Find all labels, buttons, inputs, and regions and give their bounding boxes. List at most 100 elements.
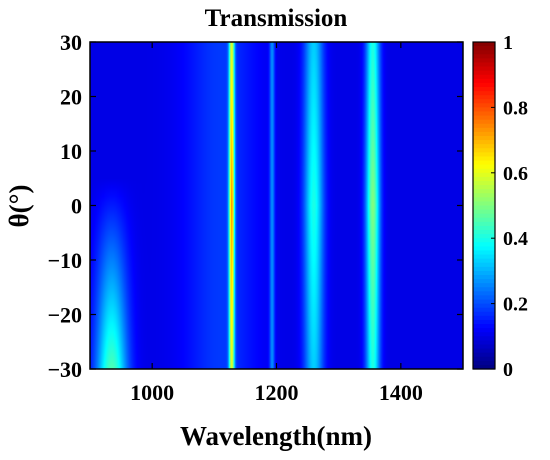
heatmap-column <box>194 42 196 369</box>
heatmap-column <box>247 42 249 369</box>
colorbar-cell <box>473 250 495 256</box>
heatmap-column <box>394 42 396 369</box>
colorbar-cell <box>473 189 495 194</box>
colorbar-cell <box>473 262 495 268</box>
heatmap-column <box>268 42 270 369</box>
heatmap-column <box>355 42 357 369</box>
colorbar-cell <box>473 156 495 162</box>
heatmap-column <box>188 42 190 369</box>
heatmap-column <box>201 42 203 369</box>
heatmap-column <box>299 42 301 369</box>
heatmap-column <box>444 42 446 369</box>
heatmap-column <box>260 42 262 369</box>
heatmap-column <box>296 42 298 369</box>
heatmap-column <box>226 42 228 369</box>
colorbar-cell <box>473 111 495 117</box>
heatmap-column <box>314 42 316 369</box>
heatmap-column <box>384 42 386 369</box>
heatmap-column <box>439 42 441 369</box>
heatmap-column <box>232 42 234 369</box>
heatmap-column <box>164 42 166 369</box>
colorbar-cell <box>473 58 495 64</box>
colorbar-cell <box>473 176 495 182</box>
heatmap-column <box>357 42 359 369</box>
heatmap-column <box>368 42 370 369</box>
heatmap-column <box>167 42 169 369</box>
heatmap-column <box>374 42 376 369</box>
heatmap-column <box>158 42 160 369</box>
heatmap-column <box>139 42 141 369</box>
colorbar-cell <box>473 148 495 153</box>
colorbar-cell <box>473 82 495 88</box>
heatmap-column <box>311 42 313 369</box>
heatmap-column <box>428 42 430 369</box>
heatmap-column <box>445 42 447 369</box>
heatmap-column <box>358 42 360 369</box>
heatmap-column <box>191 42 193 369</box>
heatmap-column <box>114 42 116 369</box>
colorbar-cell <box>473 319 495 325</box>
heatmap-column <box>411 42 413 369</box>
heatmap-column <box>409 42 411 369</box>
colorbar-cell <box>473 119 495 125</box>
heatmap-column <box>166 42 168 369</box>
heatmap-column <box>273 42 275 369</box>
heatmap-column <box>382 42 384 369</box>
heatmap-column <box>387 42 389 369</box>
heatmap-column <box>144 42 146 369</box>
colorbar-cell <box>473 115 495 121</box>
heatmap-column <box>243 42 245 369</box>
heatmap-column <box>258 42 260 369</box>
heatmap-column <box>141 42 143 369</box>
y-tick-label: 0 <box>71 194 82 219</box>
heatmap-column <box>252 42 254 369</box>
colorbar-cell <box>473 332 495 337</box>
heatmap-column <box>126 42 128 369</box>
heatmap-column <box>187 42 189 369</box>
heatmap-column <box>310 42 312 369</box>
heatmap-column <box>304 42 306 369</box>
heatmap-column <box>210 42 212 369</box>
colorbar-cell <box>473 164 495 170</box>
heatmap-column <box>344 42 346 369</box>
heatmap-column <box>417 42 419 369</box>
heatmap-column <box>318 42 320 369</box>
heatmap-column <box>455 42 457 369</box>
heatmap-column <box>365 42 367 369</box>
heatmap-column <box>213 42 215 369</box>
colorbar-cell <box>473 242 495 247</box>
colorbar-cell <box>473 258 495 264</box>
heatmap-column <box>274 42 276 369</box>
heatmap-column <box>124 42 126 369</box>
colorbar-cell <box>473 86 495 92</box>
y-tick-label: 20 <box>60 85 82 110</box>
colorbar-cell <box>473 348 495 354</box>
heatmap-column <box>159 42 161 369</box>
heatmap-column <box>255 42 257 369</box>
heatmap-column <box>351 42 353 369</box>
colorbar-ticks: 1 0.8 0.6 0.4 0.2 0 <box>491 32 528 381</box>
heatmap-column <box>453 42 455 369</box>
heatmap-column <box>333 42 335 369</box>
heatmap-column <box>160 42 162 369</box>
heatmap-column <box>350 42 352 369</box>
heatmap-column <box>421 42 423 369</box>
heatmap-column <box>386 42 388 369</box>
heatmap-column <box>222 42 224 369</box>
heatmap-column <box>229 42 231 369</box>
heatmap-column <box>316 42 318 369</box>
heatmap-column <box>238 42 240 369</box>
heatmap-column <box>101 42 103 369</box>
heatmap-column <box>239 42 241 369</box>
colorbar-cell <box>473 95 495 100</box>
heatmap-column <box>192 42 194 369</box>
heatmap-column <box>216 42 218 369</box>
heatmap-column <box>117 42 119 369</box>
heatmap-column <box>335 42 337 369</box>
heatmap-column <box>142 42 144 369</box>
heatmap-column <box>249 42 251 369</box>
heatmap-column <box>169 42 171 369</box>
heatmap-column <box>305 42 307 369</box>
heatmap-column <box>145 42 147 369</box>
heatmap-column <box>378 42 380 369</box>
